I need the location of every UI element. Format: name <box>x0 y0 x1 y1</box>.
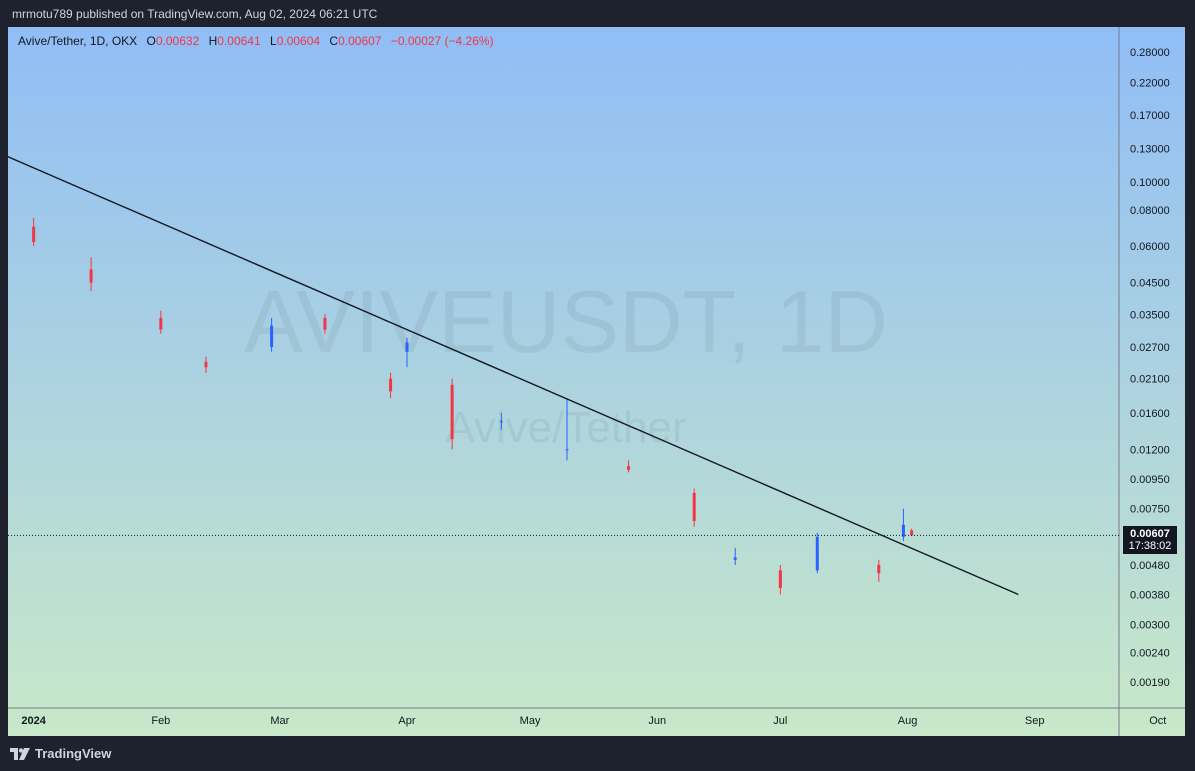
y-tick-label: 0.00380 <box>1130 589 1170 601</box>
candle-body <box>450 384 454 440</box>
low-value: 0.00604 <box>276 34 321 48</box>
candle[interactable] <box>627 460 631 473</box>
current-price-tag: 0.00607 17:38:02 <box>1123 526 1177 555</box>
symbol-title[interactable]: Avive/Tether, 1D, OKX <box>18 34 138 48</box>
x-tick-label: Mar <box>270 715 289 727</box>
high-label: H <box>208 34 218 48</box>
candle[interactable] <box>389 372 393 399</box>
candle-body <box>32 226 36 243</box>
x-tick-label: Apr <box>398 715 415 727</box>
change-value: −0.00027 (−4.26%) <box>390 34 494 48</box>
x-tick-label: 2024 <box>21 715 46 727</box>
y-tick-label: 0.00750 <box>1130 504 1170 516</box>
candle-body <box>733 557 737 560</box>
y-tick-label: 0.08000 <box>1130 205 1170 217</box>
y-tick-label: 0.00240 <box>1130 647 1170 659</box>
tradingview-logo-icon <box>10 747 30 760</box>
y-tick-label: 0.02100 <box>1130 374 1170 386</box>
candle[interactable] <box>450 378 454 450</box>
candle[interactable] <box>901 508 905 542</box>
candle-body <box>778 570 782 589</box>
candle[interactable] <box>733 547 737 565</box>
footer: TradingView <box>0 738 1195 771</box>
x-tick-label: Jun <box>648 715 666 727</box>
candle-body <box>323 317 327 330</box>
candle[interactable] <box>159 310 163 334</box>
publish-header: mrmotu789 published on TradingView.com, … <box>12 7 378 21</box>
candle-body <box>815 536 819 571</box>
close-label: C <box>329 34 339 48</box>
x-tick-label: May <box>520 715 541 727</box>
candle-body <box>692 492 696 522</box>
candle[interactable] <box>877 559 881 582</box>
high-value: 0.00641 <box>217 34 261 48</box>
candle-body <box>270 325 274 348</box>
watermark-ticker: AVIVEUSDT, 1D <box>244 272 888 371</box>
candle-body <box>204 361 208 368</box>
y-tick-label: 0.00300 <box>1130 619 1170 631</box>
y-tick-label: 0.06000 <box>1130 241 1170 253</box>
y-tick-label: 0.00480 <box>1130 560 1170 572</box>
y-tick-label: 0.03500 <box>1130 309 1170 321</box>
candle-body <box>89 269 93 283</box>
candle-body <box>499 421 503 423</box>
x-tick-label: Aug <box>898 715 918 727</box>
y-tick-label: 0.17000 <box>1130 110 1170 122</box>
candle-body <box>405 342 409 352</box>
tradingview-brand: TradingView <box>35 746 112 761</box>
y-tick-label: 0.00950 <box>1130 474 1170 486</box>
y-tick-label: 0.22000 <box>1130 77 1170 89</box>
candle-body <box>159 317 163 330</box>
candle[interactable] <box>910 528 914 536</box>
chart-panel[interactable]: AVIVEUSDT, 1D Avive/Tether 0.360000.2800… <box>0 15 1185 736</box>
trendline[interactable] <box>0 143 1019 596</box>
candle[interactable] <box>692 488 696 527</box>
candle-body <box>565 449 569 451</box>
candle-body <box>901 524 905 537</box>
candle[interactable] <box>405 337 409 368</box>
y-tick-label: 0.13000 <box>1130 144 1170 156</box>
tradingview-logo[interactable]: TradingView <box>10 746 111 761</box>
y-tick-label: 0.10000 <box>1130 177 1170 189</box>
bar-countdown: 17:38:02 <box>1128 540 1172 553</box>
x-tick-label: Sep <box>1025 715 1045 727</box>
y-tick-label: 0.28000 <box>1130 47 1170 59</box>
candle[interactable] <box>32 218 36 247</box>
y-tick-label: 0.00190 <box>1130 677 1170 689</box>
low-label: L <box>270 34 277 48</box>
plot-background <box>8 27 1185 736</box>
candle[interactable] <box>204 356 208 373</box>
candle[interactable] <box>270 317 274 352</box>
candle-body <box>389 378 393 392</box>
y-tick-label: 0.01600 <box>1130 408 1170 420</box>
price-chart[interactable]: AVIVEUSDT, 1D Avive/Tether 0.360000.2800… <box>0 15 1185 736</box>
x-tick-label: Oct <box>1149 715 1166 727</box>
x-tick-label: Feb <box>151 715 170 727</box>
current-price: 0.00607 <box>1130 528 1170 541</box>
candle[interactable] <box>323 314 327 334</box>
close-value: 0.00607 <box>338 34 382 48</box>
candle-body <box>910 530 914 536</box>
candle[interactable] <box>815 532 819 574</box>
watermark-name: Avive/Tether <box>445 403 686 452</box>
candle[interactable] <box>89 257 93 292</box>
symbol-legend: Avive/Tether, 1D, OKX O0.00632 H0.00641 … <box>18 34 494 48</box>
open-value: 0.00632 <box>155 34 200 48</box>
candle[interactable] <box>565 398 569 461</box>
open-label: O <box>146 34 156 48</box>
y-tick-label: 0.02700 <box>1130 342 1170 354</box>
candle-body <box>627 466 631 470</box>
y-tick-label: 0.01200 <box>1130 444 1170 456</box>
candle-body <box>877 564 881 574</box>
candle[interactable] <box>499 413 503 430</box>
x-tick-label: Jul <box>773 715 787 727</box>
candle[interactable] <box>778 564 782 595</box>
y-tick-label: 0.04500 <box>1130 278 1170 290</box>
